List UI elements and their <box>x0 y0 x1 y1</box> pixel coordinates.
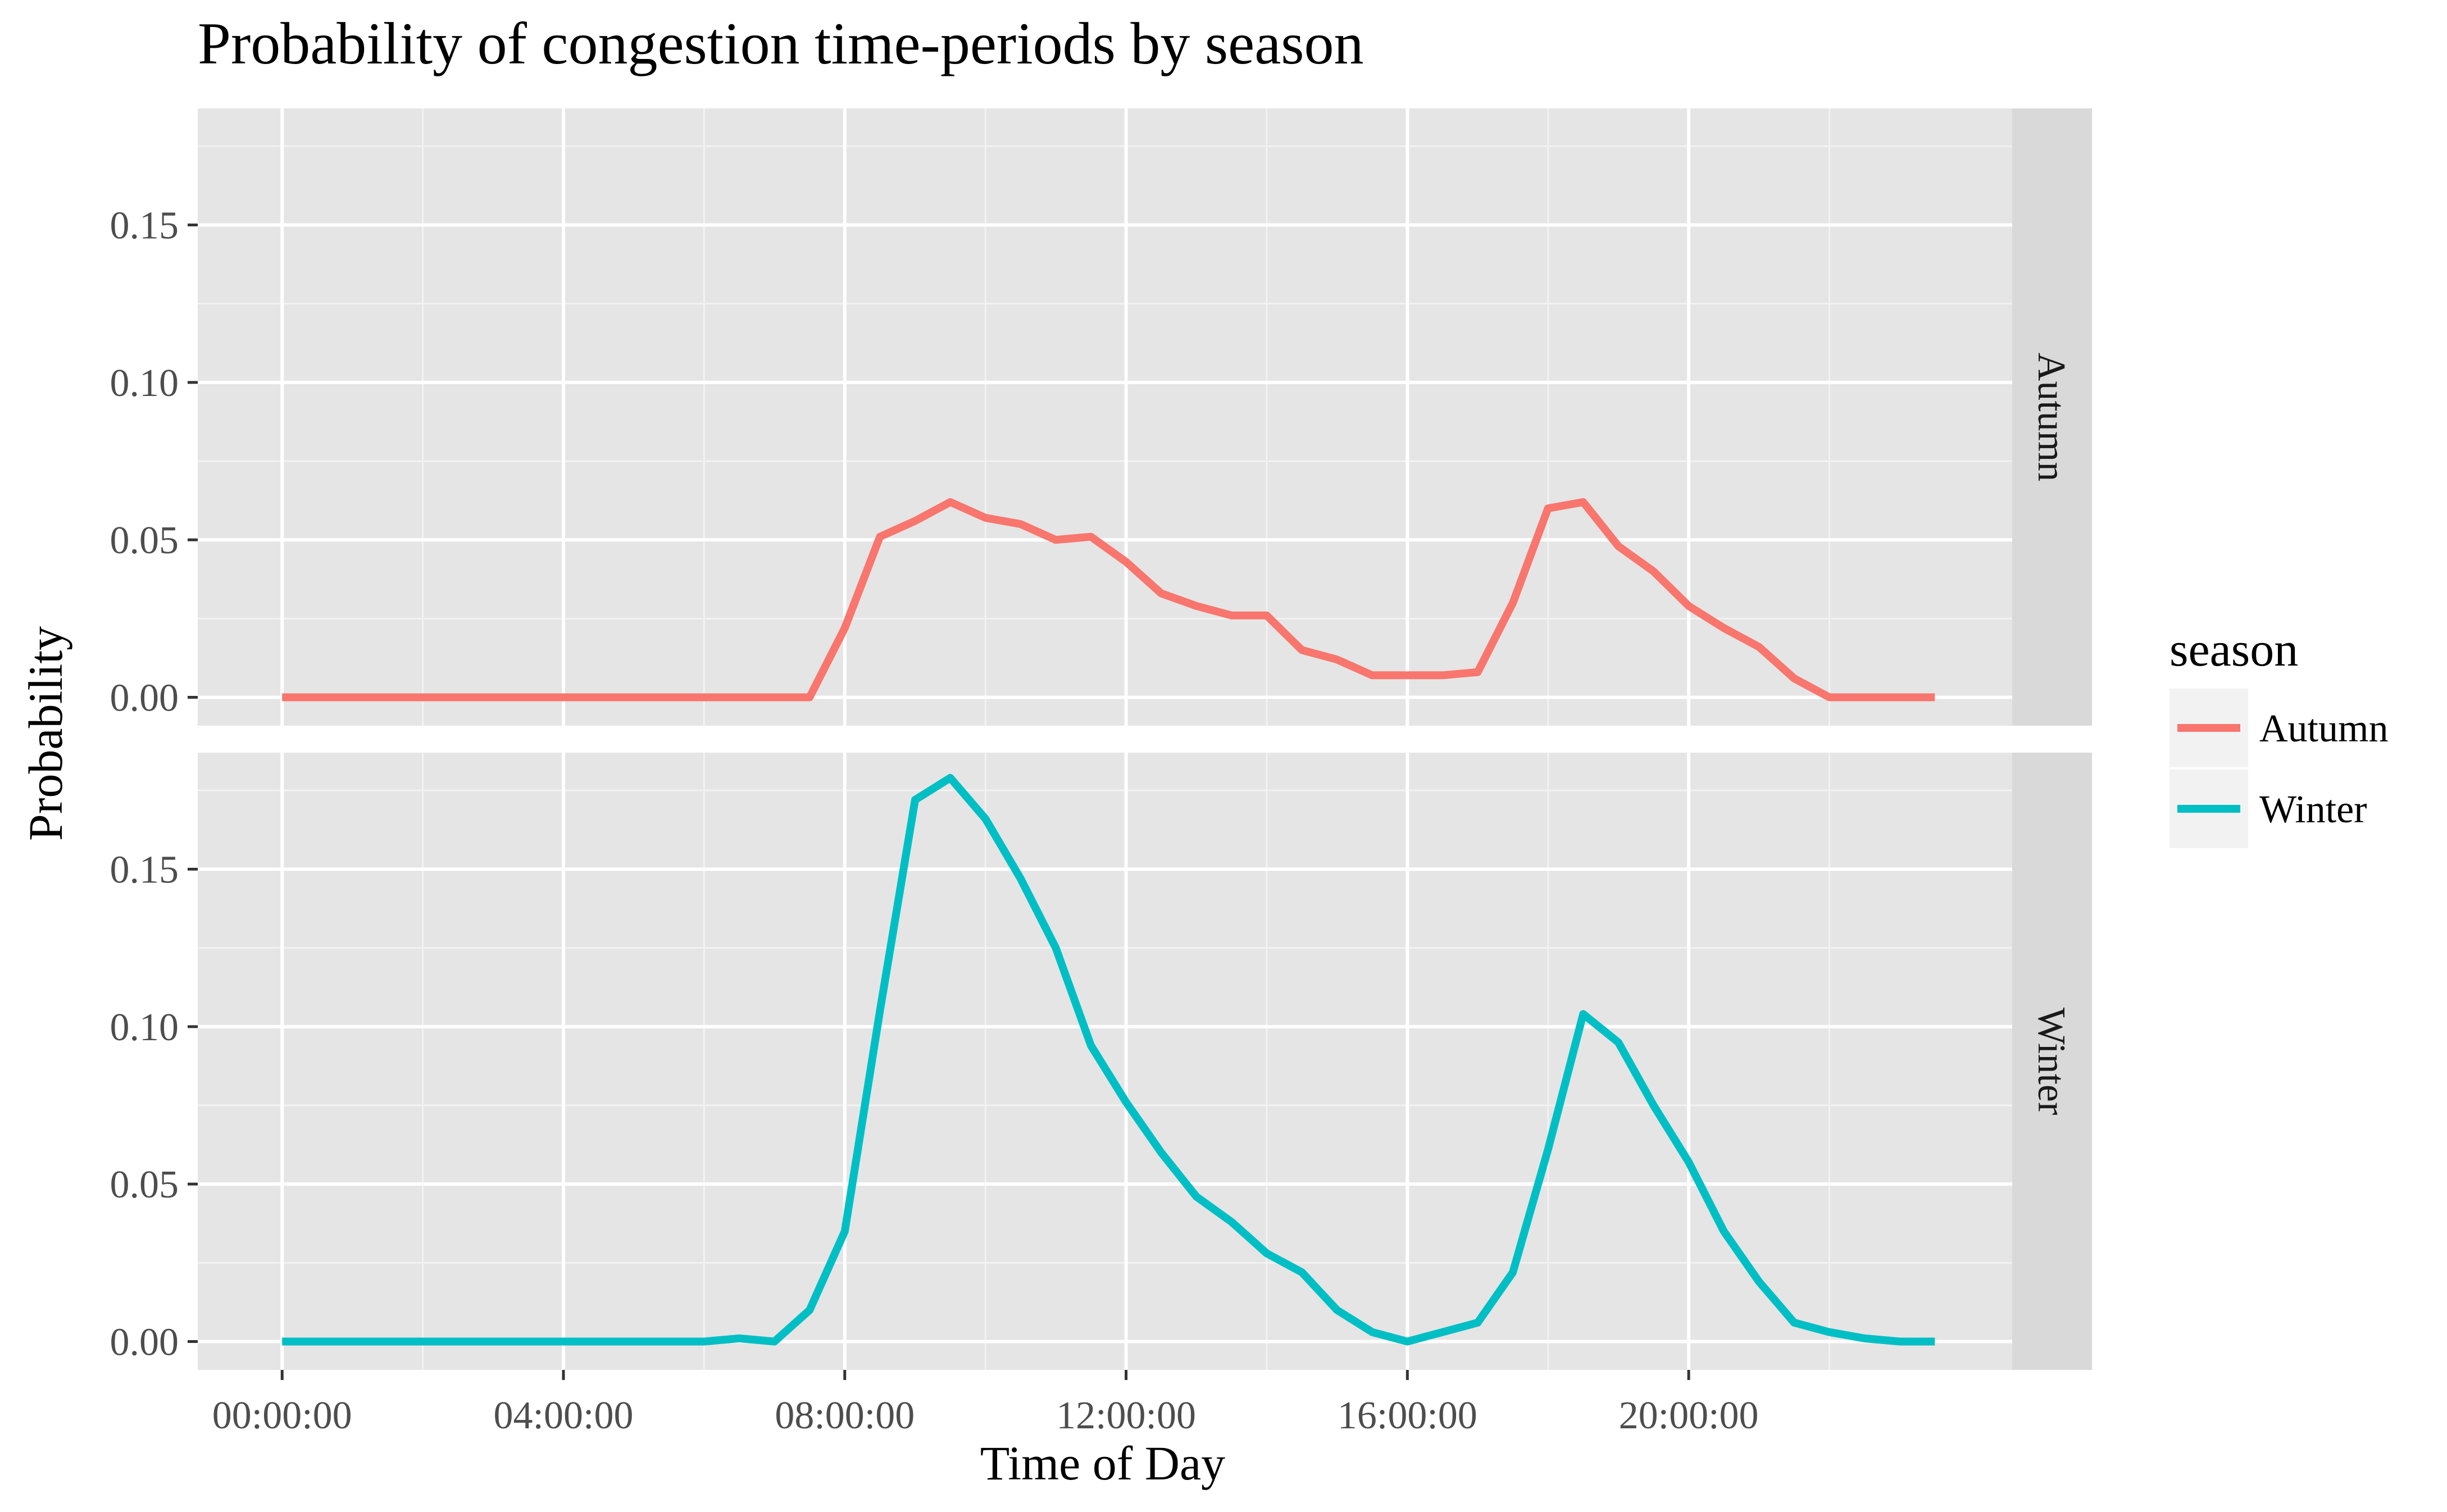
facet-strip <box>2012 753 2092 1370</box>
legend-title: season <box>2169 622 2298 676</box>
x-axis-title: Time of Day <box>980 1436 1225 1490</box>
series-line-autumn <box>282 498 1935 702</box>
y-axis-ticks: 0.00 0.05 0.10 0.15 <box>110 204 198 720</box>
x-tick-label: 20:00:00 <box>1619 1394 1759 1437</box>
legend-label: Winter <box>2259 788 2367 831</box>
series-line-winter <box>282 773 1935 1346</box>
y-tick-label: 0.00 <box>110 1321 179 1364</box>
x-tick-label: 12:00:00 <box>1056 1394 1196 1437</box>
legend: season Autumn Winter <box>2169 622 2388 848</box>
gridlines <box>198 108 2012 726</box>
legend-label: Autumn <box>2259 707 2388 750</box>
y-tick-label: 0.10 <box>110 1006 179 1049</box>
y-tick-label: 0.05 <box>110 519 179 562</box>
chart-title: Probability of congestion time-periods b… <box>198 11 1364 76</box>
facet-strip-label: Winter <box>2030 1008 2073 1115</box>
gridlines <box>198 753 2012 1370</box>
y-tick-label: 0.15 <box>110 204 179 247</box>
panel-winter: Winter 0.00 0.05 0.10 0.15 <box>110 753 2092 1370</box>
x-tick-label: 08:00:00 <box>775 1394 915 1437</box>
x-tick-label: 16:00:00 <box>1338 1394 1477 1437</box>
x-tick-label: 00:00:00 <box>212 1394 352 1437</box>
y-tick-label: 0.10 <box>110 362 179 405</box>
y-tick-label: 0.05 <box>110 1163 179 1206</box>
y-tick-label: 0.00 <box>110 677 179 720</box>
facet-strip <box>2012 108 2092 726</box>
y-axis-ticks: 0.00 0.05 0.10 0.15 <box>110 848 198 1364</box>
facet-strip-label: Autumn <box>2030 353 2073 481</box>
panel-autumn: Autumn 0.00 0.05 0.10 0.15 <box>110 108 2092 726</box>
legend-items: Autumn Winter <box>2169 689 2388 848</box>
y-axis-title: Probability <box>19 626 72 841</box>
x-axis-ticks: 00:00:00 04:00:00 08:00:00 12:00:00 16:00:00… <box>212 1370 1759 1437</box>
x-tick-label: 04:00:00 <box>494 1394 634 1437</box>
y-tick-label: 0.15 <box>110 848 179 891</box>
